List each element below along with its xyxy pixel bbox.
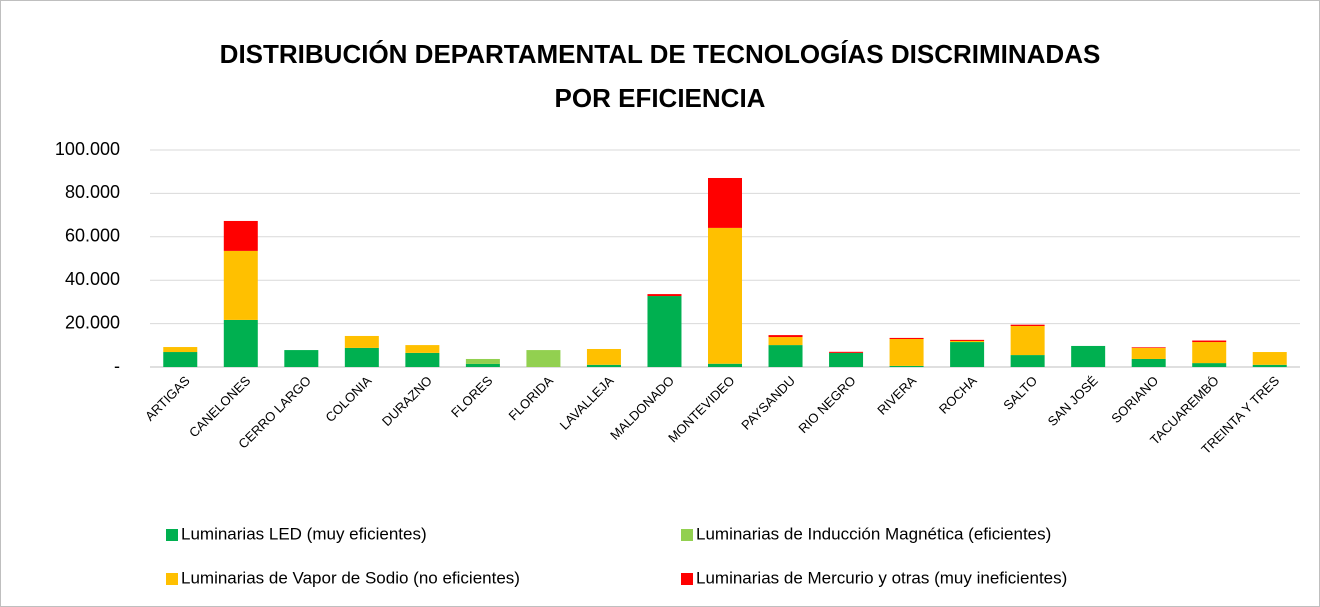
- bar-segment: [1192, 363, 1227, 367]
- legend-label: Luminarias de Inducción Magnética (efici…: [696, 524, 1051, 543]
- bar-segment: [163, 352, 198, 367]
- bar-segment: [768, 337, 803, 346]
- bar-segment: [284, 350, 319, 367]
- bar-segment: [647, 294, 682, 297]
- bar-segment: [889, 337, 924, 340]
- bar-segment: [1071, 345, 1106, 367]
- bar-segment: [950, 340, 985, 343]
- y-tick-label: -: [114, 356, 120, 376]
- bar-segment: [1192, 340, 1227, 343]
- bar-segment: [708, 177, 742, 228]
- y-tick-label: 20.000: [65, 312, 120, 332]
- bar-segment: [405, 345, 440, 353]
- bar-segment: [1252, 352, 1287, 365]
- y-tick-label: 40.000: [65, 269, 120, 289]
- bar-segment: [1010, 324, 1045, 326]
- chart-title: DISTRIBUCIÓN DEPARTAMENTAL DE TECNOLOGÍA…: [220, 39, 1101, 69]
- bar-segment: [223, 220, 258, 251]
- bar-segment: [163, 347, 198, 353]
- bar-segment: [708, 227, 742, 364]
- bar-segment: [829, 351, 864, 353]
- bar-segment: [1192, 342, 1227, 364]
- legend-swatch: [166, 529, 178, 541]
- legend-label: Luminarias de Mercurio y otras (muy inef…: [696, 568, 1067, 587]
- bar-segment: [1010, 355, 1045, 367]
- bar-segment: [465, 363, 500, 367]
- y-tick-label: 80.000: [65, 182, 120, 202]
- bar-segment: [1131, 358, 1166, 367]
- legend-swatch: [681, 529, 693, 541]
- bar-segment: [950, 342, 985, 367]
- bar-segment: [223, 319, 258, 367]
- bar-segment: [405, 352, 440, 367]
- bar-segment: [768, 345, 803, 367]
- bar-segment: [829, 352, 864, 367]
- legend-swatch: [166, 573, 178, 585]
- bar-segment: [889, 339, 924, 366]
- bar-segment: [1131, 347, 1166, 359]
- bar-segment: [1252, 364, 1287, 367]
- y-tick-label: 60.000: [65, 226, 120, 246]
- bar-segment: [889, 365, 924, 367]
- bar-segment: [465, 358, 500, 364]
- legend-label: Luminarias LED (muy eficientes): [181, 524, 427, 543]
- legend-swatch: [681, 573, 693, 585]
- bar-segment: [708, 363, 742, 367]
- bar-segment: [344, 335, 379, 348]
- bar-segment: [586, 348, 621, 365]
- bar-segment: [768, 335, 803, 338]
- y-tick-label: 100.000: [55, 139, 120, 159]
- chart-title: POR EFICIENCIA: [555, 83, 766, 113]
- bar-segment: [526, 350, 561, 367]
- bar-segment: [223, 250, 258, 320]
- bar-segment: [1131, 347, 1166, 348]
- bar-segment: [344, 347, 379, 367]
- bar-segment: [1010, 325, 1045, 356]
- bar-segment: [950, 339, 985, 341]
- bar-segment: [647, 296, 682, 367]
- bar-segment: [586, 364, 621, 367]
- legend-label: Luminarias de Vapor de Sodio (no eficien…: [181, 568, 520, 587]
